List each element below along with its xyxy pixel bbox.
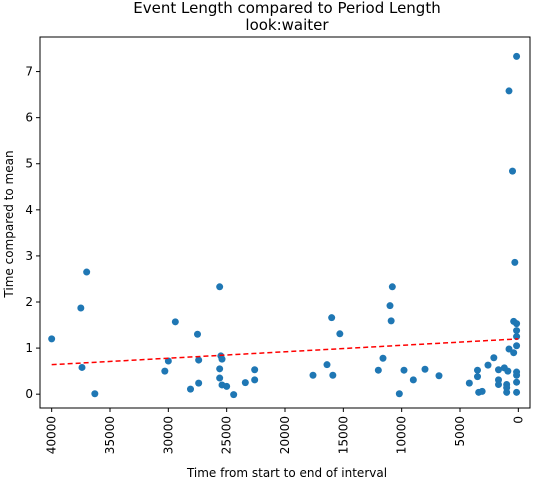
data-point [388, 283, 396, 291]
x-tick-label: 30000 [161, 416, 175, 454]
data-point [323, 361, 331, 369]
data-point [216, 374, 224, 382]
data-point [513, 320, 521, 328]
data-point [309, 371, 317, 379]
x-tick-label: 35000 [103, 416, 117, 454]
data-point [513, 327, 521, 335]
data-point [336, 330, 344, 338]
y-tick-label: 4 [25, 203, 33, 217]
x-tick-label: 5000 [453, 416, 467, 447]
data-point [195, 379, 203, 387]
x-tick-label: 0 [511, 416, 525, 424]
y-axis: 0 1 2 3 4 5 6 7 [25, 65, 40, 401]
data-point [171, 318, 179, 326]
chart-title: Event Length compared to Period Length [133, 0, 440, 17]
data-point [328, 314, 336, 322]
x-tick-label: 15000 [336, 416, 350, 454]
data-point [435, 372, 443, 380]
x-tick-label: 10000 [395, 416, 409, 454]
data-point [161, 367, 169, 375]
data-point [400, 366, 408, 374]
trend-line [51, 338, 519, 366]
data-points [48, 52, 521, 399]
y-tick-label: 2 [25, 295, 33, 309]
data-point [474, 366, 481, 374]
data-point [478, 387, 486, 395]
x-axis: 40000 35000 30000 25000 20000 15000 10000 5000 0 [45, 408, 525, 454]
data-point [504, 367, 512, 375]
data-point [187, 385, 194, 393]
data-point [484, 361, 492, 369]
y-tick-label: 3 [25, 249, 33, 263]
data-point [83, 268, 91, 276]
x-tick-label: 40000 [45, 416, 59, 454]
y-axis-label: Time compared to mean [2, 150, 16, 298]
y-tick-label: 1 [25, 341, 33, 355]
y-tick-label: 7 [25, 65, 33, 79]
data-point [374, 366, 382, 374]
data-point [510, 349, 518, 357]
data-point [195, 356, 203, 364]
data-point [91, 390, 99, 398]
data-point [329, 371, 337, 379]
data-point [513, 388, 521, 396]
data-point [409, 376, 417, 384]
x-tick-label: 20000 [278, 416, 292, 454]
data-point [513, 52, 521, 60]
data-point [379, 354, 387, 362]
x-tick-label: 25000 [220, 416, 234, 454]
data-point [503, 384, 511, 392]
data-point [513, 342, 521, 350]
data-point [48, 335, 56, 343]
data-point [421, 365, 429, 373]
data-point [78, 363, 86, 371]
data-point [490, 354, 498, 362]
data-point [513, 371, 521, 379]
data-point [218, 355, 226, 363]
data-point [495, 380, 502, 388]
data-point [216, 365, 224, 373]
data-point [513, 333, 521, 341]
data-point [216, 283, 224, 291]
data-point [251, 366, 259, 374]
y-tick-label: 0 [25, 387, 33, 401]
data-point [395, 390, 403, 398]
data-point [387, 317, 395, 325]
data-point [513, 378, 521, 386]
data-point [465, 379, 473, 387]
data-point [251, 376, 259, 384]
data-point [77, 304, 85, 312]
data-point [241, 379, 249, 387]
data-point [194, 330, 201, 338]
y-tick-label: 6 [25, 111, 33, 125]
data-point [505, 87, 513, 95]
data-point [164, 357, 172, 365]
data-point [230, 391, 238, 399]
x-axis-label: Time from start to end of interval [186, 466, 387, 480]
data-point [511, 258, 519, 266]
data-point [505, 345, 513, 353]
chart-subtitle: look:waiter [245, 16, 329, 34]
y-tick-label: 5 [25, 157, 33, 171]
data-point [495, 366, 502, 374]
data-point [386, 302, 394, 310]
data-point [474, 373, 481, 381]
data-point [223, 382, 231, 390]
data-point [509, 167, 516, 175]
